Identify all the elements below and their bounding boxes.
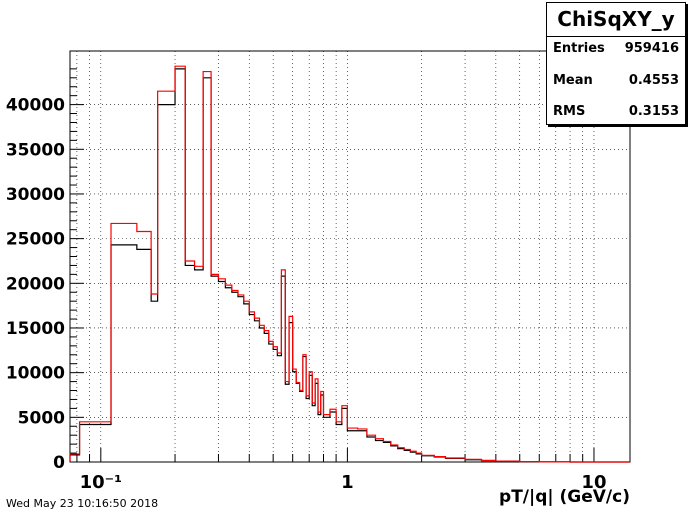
y-tick-label: 0: [53, 453, 65, 473]
stats-rms-value: 0.3153: [628, 104, 679, 119]
stats-entries-label: Entries: [553, 41, 605, 56]
plot-frame: [69, 50, 631, 463]
x-axis: 10⁻¹ 1 10: [76, 448, 606, 493]
stats-rms-label: RMS: [553, 104, 586, 119]
x-axis-label: pT/|q| (GeV/c): [499, 487, 630, 507]
stats-title: ChiSqXY_y: [547, 3, 685, 37]
stats-row-rms: RMS 0.3153: [553, 104, 679, 119]
stats-row-mean: Mean 0.4553: [553, 73, 679, 88]
stats-mean-value: 0.4553: [628, 73, 679, 88]
stats-row-entries: Entries 959416: [553, 41, 679, 56]
y-tick-label: 25000: [6, 230, 65, 250]
stats-entries-value: 959416: [624, 41, 679, 56]
y-tick-label: 15000: [6, 319, 65, 339]
timestamp: Wed May 23 10:16:50 2018: [6, 497, 159, 510]
x-tick-label: 10⁻¹: [80, 472, 122, 493]
x-tick-label: 1: [341, 472, 354, 493]
histogram-series: [69, 65, 630, 463]
y-tick-label: 10000: [6, 364, 65, 384]
series-1-steps: [69, 65, 630, 463]
y-tick-label: 20000: [6, 274, 65, 294]
y-tick-label: 5000: [18, 408, 65, 428]
y-tick-label: 35000: [6, 140, 65, 160]
y-tick-label: 40000: [6, 96, 65, 116]
y-tick-label: 30000: [6, 185, 65, 205]
stats-mean-label: Mean: [553, 73, 593, 88]
x-tick-label: 10: [581, 472, 606, 493]
stats-box: ChiSqXY_y Entries 959416 Mean 0.4553 RMS…: [546, 2, 686, 125]
y-axis: 0 5000 10000 15000 20000 25000 30000 35000 40000: [6, 68, 84, 473]
